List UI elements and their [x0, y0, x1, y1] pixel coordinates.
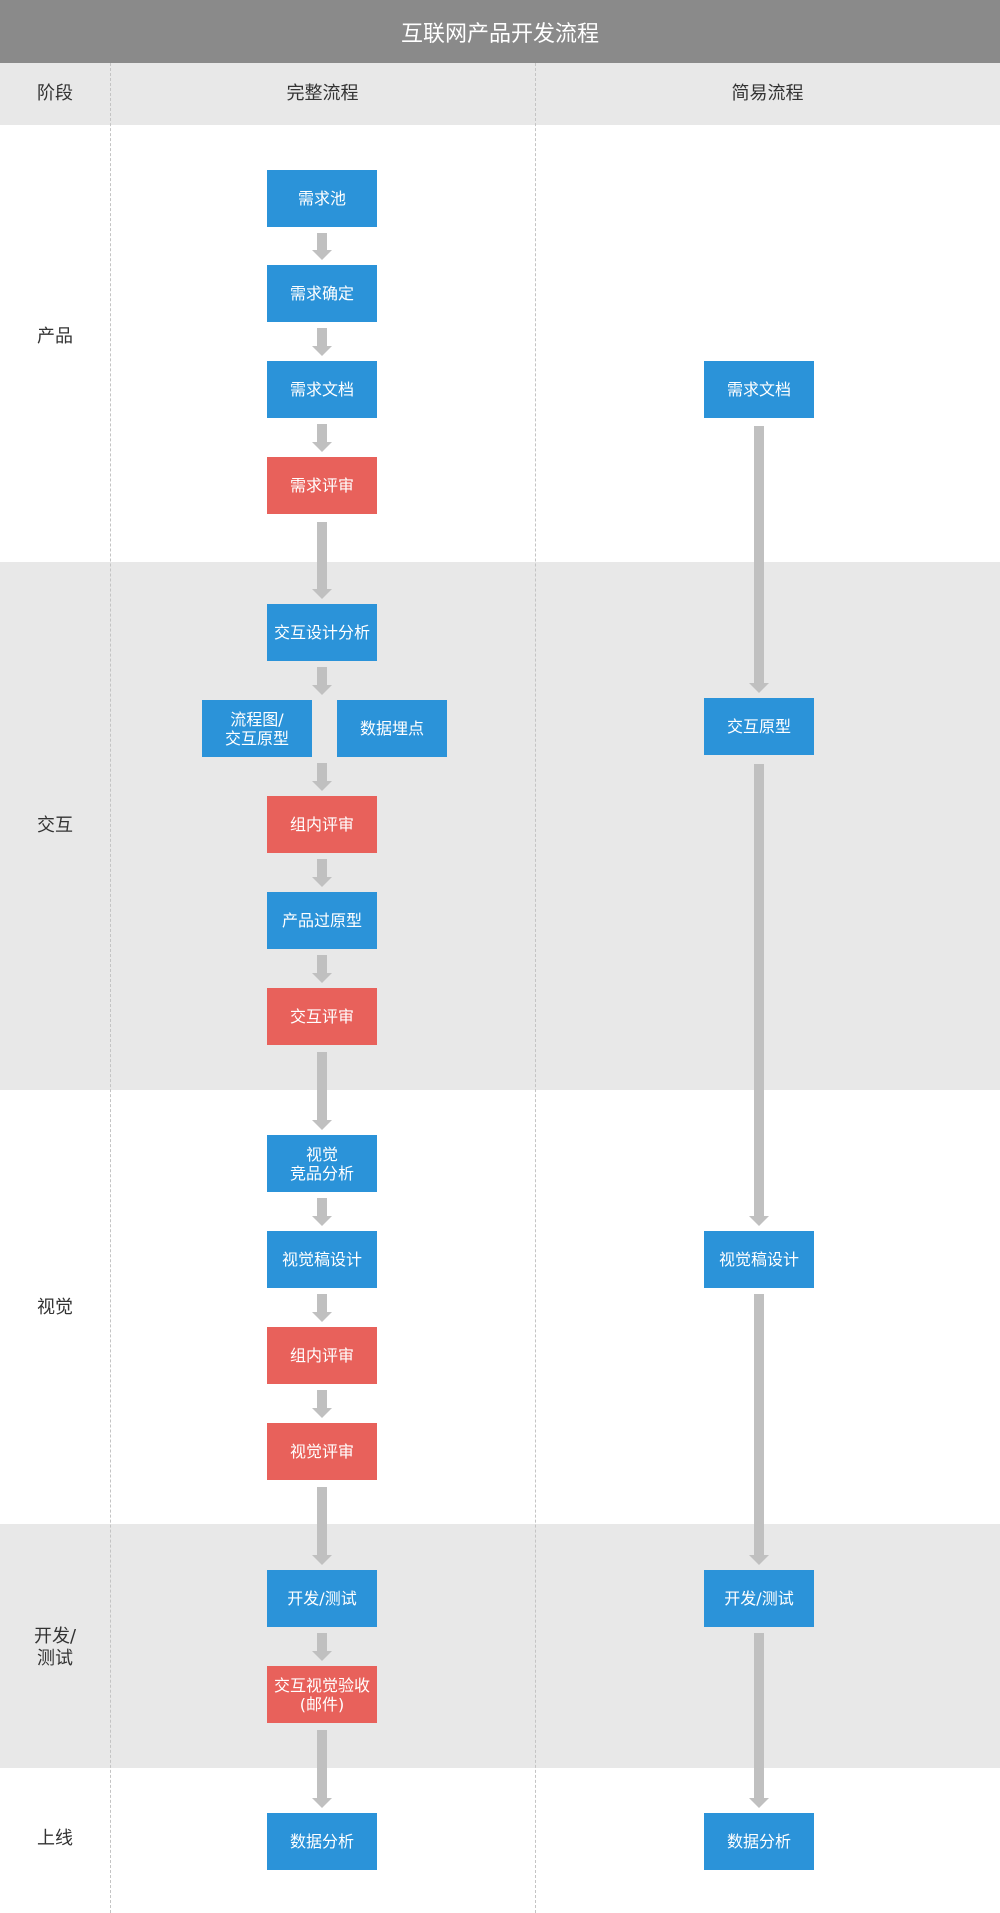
box-acceptance: 交互视觉验收 (邮件)	[267, 1666, 377, 1723]
acceptance-line2: (邮件)	[299, 1694, 345, 1714]
simple-box-dev-test: 开发/测试	[704, 1570, 814, 1627]
acceptance-line1: 交互视觉验收	[273, 1675, 370, 1695]
arrow-down	[312, 1390, 332, 1418]
header-row	[0, 63, 1000, 125]
flowchart-line1: 流程图/	[230, 709, 284, 729]
column-divider	[535, 63, 536, 1913]
box-acceptance-text: 交互视觉验收 (邮件)	[274, 1676, 370, 1714]
box-flowchart-text: 流程图/交互原型	[225, 710, 289, 748]
simple-box-visual-design: 视觉稿设计	[704, 1231, 814, 1288]
box-ix-analysis: 交互设计分析	[267, 604, 377, 661]
band-dev	[0, 1524, 1000, 1768]
box-flowchart-prototype: 流程图/交互原型	[202, 700, 312, 757]
box-visual-competitor-text: 视觉 竞品分析	[290, 1145, 354, 1183]
arrow-down	[312, 1730, 332, 1808]
arrow-down	[312, 1052, 332, 1130]
arrow-down	[312, 1487, 332, 1565]
visual-competitor-line1: 视觉	[305, 1144, 338, 1164]
header-full-flow: 完整流程	[286, 83, 359, 104]
arrow-down	[312, 955, 332, 983]
page-title: 互联网产品开发流程	[0, 0, 1000, 63]
column-divider	[110, 63, 111, 1913]
simple-arrow-down	[749, 764, 769, 1226]
header-stage: 阶段	[37, 83, 73, 104]
arrow-down	[312, 424, 332, 452]
simple-arrow-down	[749, 1294, 769, 1565]
arrow-down	[312, 522, 332, 599]
header-simple-flow: 简易流程	[731, 83, 804, 104]
stage-dev: 开发/测试	[0, 1626, 110, 1670]
band-visual	[0, 1090, 1000, 1524]
box-visual-design: 视觉稿设计	[267, 1231, 377, 1288]
box-req-doc: 需求文档	[267, 361, 377, 418]
stage-visual: 视觉	[37, 1297, 73, 1318]
box-req-pool: 需求池	[267, 170, 377, 227]
box-visual-review: 视觉评审	[267, 1423, 377, 1480]
arrow-down	[312, 328, 332, 356]
band-interaction	[0, 562, 1000, 1090]
arrow-down	[312, 859, 332, 887]
box-visual-group-review: 组内评审	[267, 1327, 377, 1384]
box-ix-group-review: 组内评审	[267, 796, 377, 853]
box-tracking: 数据埋点	[337, 700, 447, 757]
box-req-confirm: 需求确定	[267, 265, 377, 322]
stage-interaction: 交互	[37, 815, 73, 836]
stage-dev-line1: 开发/	[33, 1626, 77, 1647]
arrow-down	[312, 667, 332, 695]
arrow-down	[312, 233, 332, 260]
band-launch	[0, 1768, 1000, 1913]
stage-dev-line2: 测试	[37, 1648, 73, 1669]
stage-launch: 上线	[37, 1828, 73, 1849]
box-product-prototype: 产品过原型	[267, 892, 377, 949]
arrow-down	[312, 1294, 332, 1322]
simple-arrow-down	[749, 1633, 769, 1808]
arrow-down	[312, 1198, 332, 1226]
simple-arrow-down	[749, 426, 769, 693]
box-req-review: 需求评审	[267, 457, 377, 514]
simple-box-prototype: 交互原型	[704, 698, 814, 755]
flowchart-line2: 交互原型	[224, 728, 289, 748]
box-dev-test: 开发/测试	[267, 1570, 377, 1627]
box-visual-competitor: 视觉 竞品分析	[267, 1135, 377, 1192]
box-ix-review: 交互评审	[267, 988, 377, 1045]
stage-product: 产品	[37, 326, 73, 347]
arrow-down	[312, 1633, 332, 1661]
visual-competitor-line2: 竞品分析	[289, 1163, 354, 1183]
simple-box-data-analysis: 数据分析	[704, 1813, 814, 1870]
box-data-analysis: 数据分析	[267, 1813, 377, 1870]
simple-box-req-doc: 需求文档	[704, 361, 814, 418]
arrow-down	[312, 763, 332, 791]
band-product	[0, 125, 1000, 562]
